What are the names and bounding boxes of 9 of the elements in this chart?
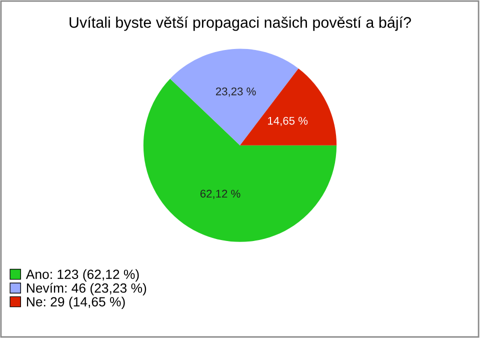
data-label: 14,65 % xyxy=(268,116,308,126)
legend-label: Ne: 29 (14,65 %) xyxy=(26,296,125,310)
pie-slice xyxy=(143,78,337,242)
legend-label: Nevím: 46 (23,23 %) xyxy=(26,282,146,296)
data-label: 62,12 % xyxy=(200,190,240,199)
data-label: 23,23 % xyxy=(216,88,256,97)
chart-title: Uvítali byste větší propagaci našich pověstí a bájí? xyxy=(70,16,411,31)
pie-slice xyxy=(170,48,298,146)
legend-label: Ano: 123 (62,12 %) xyxy=(26,269,139,282)
